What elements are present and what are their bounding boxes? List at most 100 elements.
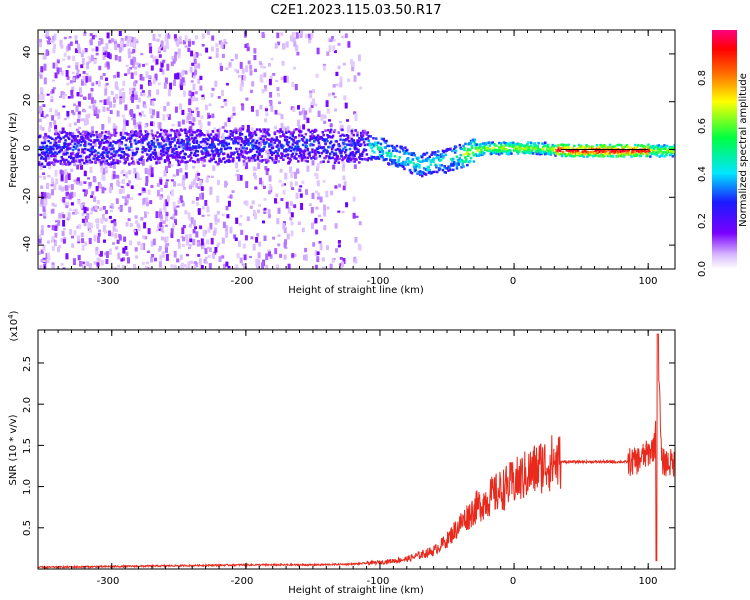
spectrogram-signal-cell bbox=[387, 151, 390, 155]
spectrogram-signal-cell bbox=[329, 128, 333, 132]
spectrogram-noise-cell bbox=[224, 122, 228, 127]
spectrogram-signal-cell bbox=[336, 148, 339, 151]
spectrogram-noise-cell bbox=[221, 53, 225, 58]
spectrogram-noise-cell bbox=[276, 264, 279, 269]
spectrogram-signal-cell bbox=[421, 170, 425, 174]
spectrogram-noise-cell bbox=[165, 165, 168, 172]
spectrogram-noise-cell bbox=[143, 222, 147, 229]
spectrogram-noise-cell bbox=[179, 103, 183, 110]
spectrogram-signal-cell bbox=[585, 144, 588, 147]
spectrogram-noise-cell bbox=[193, 265, 197, 269]
spectrogram-signal-cell bbox=[192, 131, 195, 134]
spectrogram-signal-cell bbox=[114, 153, 117, 156]
spectrogram-noise-cell bbox=[280, 77, 284, 80]
spectrogram-noise-cell bbox=[120, 258, 124, 262]
spectrogram-signal-cell bbox=[444, 153, 447, 156]
spectrogram-signal-cell bbox=[449, 168, 452, 172]
spectrogram-signal-cell bbox=[286, 156, 290, 159]
spectrogram-signal-cell bbox=[531, 152, 535, 155]
spectrogram-noise-cell bbox=[165, 181, 168, 188]
spectrogram-noise-cell bbox=[116, 71, 120, 78]
spectrogram-noise-cell bbox=[194, 91, 198, 95]
spectrogram-signal-cell bbox=[355, 158, 358, 161]
spectrogram-signal-cell bbox=[425, 159, 429, 163]
spectrogram-noise-cell bbox=[103, 52, 106, 55]
spectrogram-signal-cell bbox=[169, 134, 172, 137]
spectrogram-signal-cell bbox=[230, 152, 233, 155]
spectrogram-noise-cell bbox=[58, 213, 62, 219]
spectrogram-noise-cell bbox=[179, 41, 183, 45]
spectrogram-signal-cell bbox=[43, 153, 47, 156]
spectrogram-noise-cell bbox=[142, 243, 146, 250]
spectrogram-noise-cell bbox=[62, 94, 66, 100]
spectrogram-signal-cell bbox=[541, 142, 544, 145]
spectrogram-signal-cell bbox=[298, 134, 301, 137]
spectrogram-signal-cell bbox=[176, 129, 179, 132]
spectrogram-signal-cell bbox=[299, 147, 302, 151]
spectrogram-signal-cell bbox=[307, 128, 310, 132]
spectrogram-noise-cell bbox=[283, 126, 287, 131]
spectrogram-noise-cell bbox=[179, 143, 183, 149]
spectrogram-signal-cell bbox=[154, 134, 157, 137]
spectrogram-signal-cell bbox=[670, 145, 674, 149]
spectrogram-noise-cell bbox=[140, 243, 144, 251]
spectrogram-signal-cell bbox=[235, 131, 238, 135]
spectrogram-noise-cell bbox=[279, 253, 283, 258]
spectrogram-signal-cell bbox=[305, 145, 308, 148]
spectrogram-noise-cell bbox=[95, 46, 99, 52]
spectrogram-noise-cell bbox=[185, 234, 189, 241]
spectrogram-signal-cell bbox=[345, 154, 348, 157]
spectrogram-noise-cell bbox=[284, 246, 288, 249]
spectrogram-signal-cell bbox=[595, 144, 599, 147]
spectrogram-signal-cell bbox=[297, 160, 300, 163]
spectrogram-noise-cell bbox=[165, 236, 169, 242]
spectrogram-noise-cell bbox=[81, 238, 85, 244]
spectrogram-signal-cell bbox=[339, 134, 342, 138]
spectrogram-noise-cell bbox=[187, 47, 191, 52]
spectrogram-noise-cell bbox=[178, 36, 182, 42]
spectrogram-signal-cell bbox=[600, 151, 603, 155]
spectrogram-signal-cell bbox=[190, 151, 193, 155]
spectrogram-signal-cell bbox=[53, 158, 56, 161]
spectrogram-signal-cell bbox=[197, 146, 201, 149]
spectrogram-noise-cell bbox=[49, 122, 53, 129]
spectrogram-noise-cell bbox=[81, 218, 85, 223]
spectrogram-noise-cell bbox=[43, 77, 47, 85]
spectrogram-noise-cell bbox=[160, 225, 164, 232]
spectrogram-signal-cell bbox=[234, 136, 237, 139]
spectrogram-noise-cell bbox=[43, 209, 47, 217]
spectrogram-noise-cell bbox=[122, 265, 125, 269]
spectrogram-noise-cell bbox=[331, 92, 335, 96]
spectrogram-signal-cell bbox=[293, 156, 296, 160]
spectrogram-noise-cell bbox=[165, 32, 169, 39]
spectrogram-signal-cell bbox=[263, 145, 266, 149]
spectrogram-signal-cell bbox=[666, 144, 669, 148]
spectrogram-signal-cell bbox=[150, 129, 154, 132]
spectrogram-noise-cell bbox=[60, 198, 64, 202]
spectrogram-signal-cell bbox=[298, 139, 301, 143]
spectrogram-y-tick-label: 40 bbox=[22, 46, 33, 59]
spectrogram-signal-cell bbox=[603, 154, 606, 157]
spectrogram-noise-cell bbox=[52, 79, 55, 82]
spectrogram-signal-cell bbox=[535, 152, 538, 156]
spectrogram-noise-cell bbox=[349, 140, 353, 147]
spectrogram-noise-cell bbox=[210, 46, 214, 52]
spectrogram-noise-cell bbox=[156, 189, 160, 197]
spectrogram-noise-cell bbox=[331, 36, 334, 42]
spectrogram-noise-cell bbox=[270, 106, 274, 112]
spectrogram-noise-cell bbox=[289, 181, 293, 188]
spectrogram-signal-cell bbox=[560, 143, 564, 146]
spectrogram-noise-cell bbox=[54, 125, 58, 130]
spectrogram-noise-cell bbox=[315, 206, 319, 210]
spectrogram-noise-cell bbox=[40, 249, 44, 254]
spectrogram-signal-cell bbox=[165, 151, 169, 155]
spectrogram-noise-cell bbox=[145, 176, 149, 183]
spectrogram-signal-cell bbox=[204, 141, 207, 144]
spectrogram-signal-cell bbox=[625, 144, 629, 147]
spectrogram-signal-cell bbox=[388, 163, 391, 166]
snr-x-tick-label: -200 bbox=[231, 576, 254, 587]
spectrogram-signal-cell bbox=[252, 139, 255, 142]
spectrogram-signal-cell bbox=[113, 150, 116, 153]
spectrogram-signal-cell bbox=[63, 142, 66, 145]
spectrogram-signal-cell bbox=[313, 140, 316, 143]
